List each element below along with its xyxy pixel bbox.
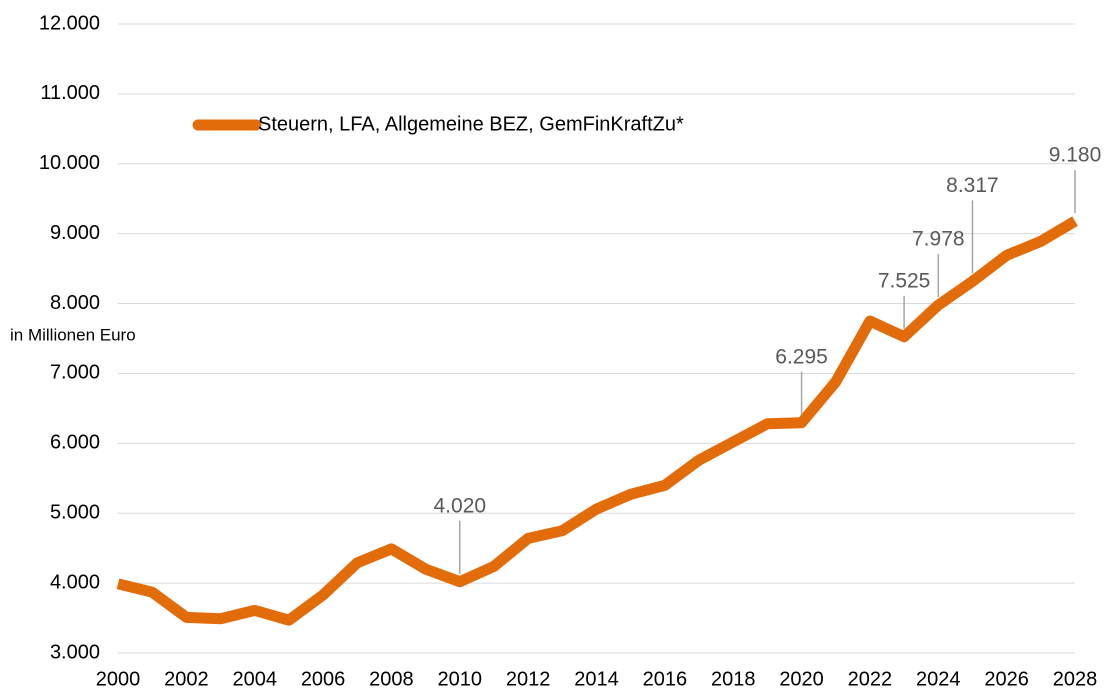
y-tick-label: 9.000	[50, 222, 100, 244]
y-tick-label: 3.000	[50, 641, 100, 663]
legend-label: Steuern, LFA, Allgemeine BEZ, GemFinKraf…	[258, 113, 684, 135]
y-tick-label: 8.000	[50, 292, 100, 314]
data-label: 9.180	[1049, 144, 1102, 167]
data-label: 8.317	[946, 174, 999, 197]
x-tick-label: 2014	[574, 668, 619, 690]
x-tick-label: 2006	[301, 668, 346, 690]
x-tick-label: 2008	[369, 668, 414, 690]
y-tick-label: 5.000	[50, 502, 100, 524]
y-tick-label: 6.000	[50, 432, 100, 454]
y-tick-label: 11.000	[40, 82, 100, 104]
x-tick-label: 2016	[643, 668, 688, 690]
data-label: 7.525	[878, 269, 931, 292]
x-tick-label: 2010	[438, 668, 483, 690]
y-tick-label: 4.000	[50, 571, 100, 593]
x-tick-label: 2000	[96, 668, 141, 690]
data-label: 6.295	[775, 345, 828, 368]
x-tick-label: 2024	[916, 668, 961, 690]
y-axis-label: in Millionen Euro	[10, 325, 136, 344]
y-tick-label: 7.000	[50, 362, 100, 384]
x-tick-label: 2002	[164, 668, 209, 690]
x-tick-label: 2020	[779, 668, 824, 690]
x-tick-label: 2022	[848, 668, 893, 690]
y-tick-label: 10.000	[39, 152, 100, 174]
x-tick-label: 2012	[506, 668, 551, 690]
x-tick-label: 2004	[232, 668, 277, 690]
data-label: 4.020	[434, 494, 487, 517]
x-tick-label: 2018	[711, 668, 756, 690]
y-tick-label: 12.000	[39, 12, 100, 34]
x-tick-label: 2026	[984, 668, 1029, 690]
x-tick-label: 2028	[1053, 668, 1098, 690]
data-line	[116, 216, 1078, 626]
data-label: 7.978	[912, 228, 965, 251]
